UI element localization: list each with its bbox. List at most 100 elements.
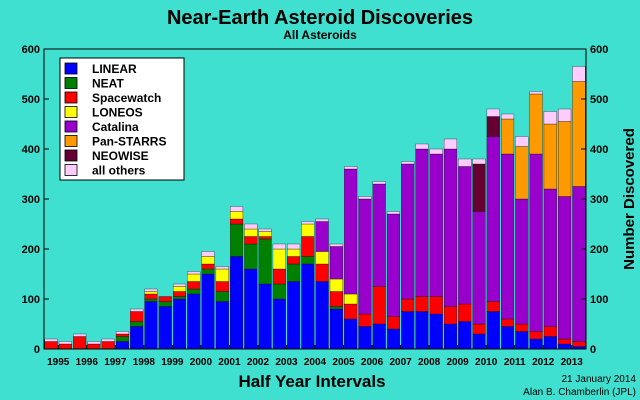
bar-segment-neat [172, 296, 187, 300]
bar-segment-linear [187, 293, 201, 350]
bar-segment-linear [529, 338, 543, 350]
bar-segment-linear [344, 318, 358, 350]
bar-segment-neowise [472, 163, 486, 212]
bar-segment-pan-starrs [558, 121, 572, 197]
y-tick-label-right: 600 [590, 44, 608, 56]
bar-segment-neat [329, 306, 343, 310]
bar-segment-linear [558, 343, 572, 350]
bar-segment-all-others [87, 341, 101, 345]
bar-segment-spacewatch [329, 291, 343, 307]
bars-group [44, 66, 586, 350]
bar-segment-all-others [429, 148, 443, 155]
bar-segment-spacewatch [515, 323, 529, 332]
bar-segment-catalina [429, 153, 443, 297]
y-tick-label-left: 400 [22, 144, 40, 156]
bar-segment-catalina [344, 168, 358, 295]
bar-segment-neowise [486, 116, 500, 137]
bar-segment-spacewatch [558, 338, 572, 345]
legend-swatch [64, 135, 78, 147]
legend-swatch [64, 164, 78, 176]
bar-segment-all-others [258, 228, 272, 232]
x-tick-label: 2010 [475, 357, 498, 368]
footer-author: Alan B. Chamberlin (JPL) [523, 387, 636, 398]
legend-swatch [64, 62, 78, 75]
bar-segment-pan-starrs [529, 93, 543, 155]
legend-box [59, 57, 185, 181]
x-tick-label: 2002 [247, 357, 270, 368]
bar-segment-linear [144, 301, 158, 350]
legend-label: Spacewatch [92, 91, 161, 105]
bar-segment-catalina [386, 213, 400, 317]
y-tick-label-left: 100 [22, 294, 40, 306]
x-axis-ticks: 1995 1996 1997 1998 1999 2000 2001 2002 2003 2004… [47, 345, 583, 368]
legend-label: LONEOS [92, 106, 143, 120]
bar-segment-linear [415, 311, 429, 350]
x-tick-label: 2003 [275, 357, 298, 368]
bar-segment-all-others [443, 138, 458, 150]
bar-segment-linear [315, 281, 329, 350]
bar-segment-spacewatch [158, 296, 172, 302]
x-tick-label: 1998 [133, 357, 156, 368]
bar-segment-linear [458, 321, 472, 350]
chart-title: Near-Earth Asteroid Discoveries [167, 7, 473, 29]
x-axis-label: Half Year Intervals [238, 372, 385, 391]
bar-segment-linear [230, 256, 244, 350]
bar-segment-all-others [372, 181, 386, 185]
legend-label: NEAT [92, 77, 124, 91]
legend-label: NEOWISE [92, 149, 149, 163]
bar-segment-all-others [558, 108, 572, 122]
bar-segment-loneos [172, 286, 187, 292]
bar-segment-spacewatch [315, 263, 329, 282]
y-tick-label-right: 200 [590, 244, 608, 256]
bar-segment-linear [115, 341, 129, 350]
bar-segment-loneos [344, 293, 358, 305]
y-tick-label-left: 200 [22, 244, 40, 256]
x-tick-label: 1997 [104, 357, 127, 368]
bar-segment-spacewatch [115, 333, 129, 337]
bar-segment-linear [329, 308, 343, 350]
bar-segment-spacewatch [486, 301, 500, 312]
bar-segment-spacewatch [401, 298, 415, 312]
bar-segment-catalina [501, 153, 515, 320]
bar-segment-neat [187, 288, 201, 295]
bar-segment-all-others [572, 66, 586, 82]
bar-segment-loneos [230, 211, 244, 220]
bar-segment-all-others [472, 158, 486, 165]
bar-segment-spacewatch [187, 281, 201, 290]
bar-segment-catalina [572, 186, 586, 342]
bar-segment-all-others [73, 333, 87, 337]
bar-segment-catalina [558, 196, 572, 340]
x-tick-label: 2006 [361, 357, 384, 368]
bar-segment-all-others [230, 206, 244, 212]
bar-segment-all-others [187, 271, 201, 275]
bar-segment-all-others [58, 341, 72, 345]
legend-label: LINEAR [92, 62, 137, 76]
bar-segment-linear [401, 311, 415, 350]
bar-segment-neat [301, 256, 315, 265]
bar-segment-all-others [315, 218, 329, 222]
bar-segment-all-others [458, 158, 472, 167]
bar-segment-all-others [329, 243, 343, 247]
bar-segment-spacewatch [415, 296, 429, 312]
bar-segment-spacewatch [501, 318, 515, 327]
bar-segment-all-others [515, 136, 529, 147]
legend-swatch [64, 149, 78, 162]
bar-segment-catalina [329, 246, 343, 280]
bar-segment-spacewatch [386, 316, 400, 330]
y-tick-label-right: 0 [590, 344, 596, 356]
x-tick-label: 1996 [76, 357, 99, 368]
bar-segment-loneos [187, 273, 201, 282]
bar-segment-linear [515, 331, 529, 350]
y-tick-label-right: 100 [590, 294, 608, 306]
bar-segment-pan-starrs [572, 81, 586, 187]
bar-segment-linear [172, 298, 187, 350]
bar-segment-spacewatch [572, 341, 586, 347]
y-axis-label: Number Discovered [621, 128, 638, 270]
x-tick-label: 2012 [532, 357, 555, 368]
bar-segment-spacewatch [130, 311, 144, 322]
x-tick-label: 2000 [190, 357, 213, 368]
legend-label: all others [92, 164, 146, 178]
bar-segment-all-others [543, 111, 557, 125]
bar-segment-catalina [443, 148, 458, 307]
bar-segment-spacewatch [543, 326, 557, 337]
